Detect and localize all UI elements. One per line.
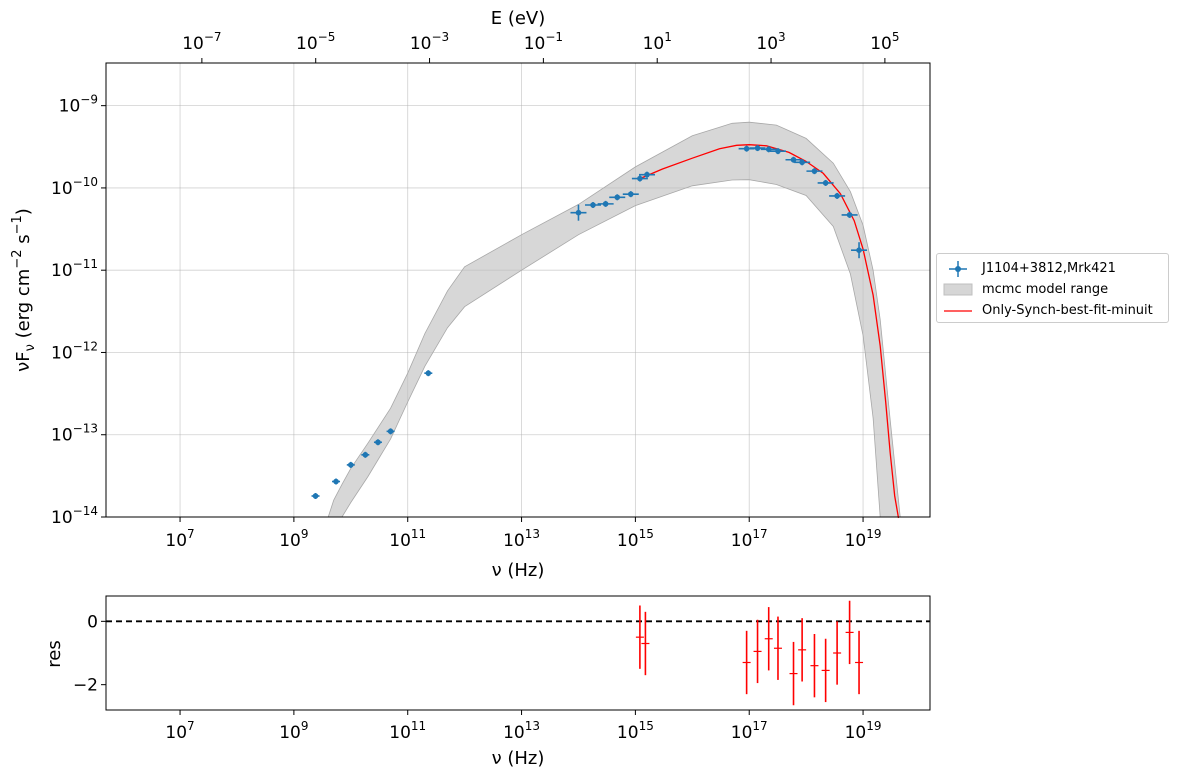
residual-plot-area	[106, 596, 930, 710]
y-tick-label: 10−11	[51, 257, 98, 281]
res-x-tick-label: 107	[165, 719, 194, 743]
data-point	[575, 209, 582, 216]
top-x-label: E (eV)	[491, 8, 546, 29]
data-point	[425, 370, 432, 376]
residual-panel: 107 109 1011 1013 1015 1017 1019 0 −2 ν (Hz) re…	[44, 595, 931, 769]
residual-frame	[105, 595, 931, 711]
legend-item-fit: Only-Synch-best-fit-minuit	[937, 302, 1168, 320]
data-points	[311, 145, 868, 499]
res-y-tick-label: −2	[73, 676, 98, 696]
band-swatch-icon	[943, 283, 973, 296]
line-swatch-icon	[944, 310, 972, 312]
top-tick-label: 10−5	[296, 30, 335, 54]
data-point	[856, 247, 862, 254]
res-x-tick-label: 1011	[389, 719, 426, 743]
data-point	[362, 452, 369, 458]
legend-item-data: J1104+3812,Mrk421	[937, 260, 1168, 278]
data-point	[822, 180, 829, 186]
data-point	[590, 202, 596, 208]
main-y-label: νFν​ (erg cm−2​ s−1​)	[10, 208, 38, 372]
main-plot-area	[106, 63, 930, 517]
legend-label-data: J1104+3812,Mrk421	[982, 261, 1116, 276]
res-x-tick-label: 1019	[845, 719, 882, 743]
y-tick-label: 10−12	[51, 339, 98, 363]
errorbar-marker-icon	[949, 261, 967, 277]
x-tick-label: 1015	[617, 527, 654, 551]
residual-y-label: res	[44, 640, 65, 667]
data-point	[644, 171, 650, 178]
y-tick-label: 10−13	[51, 422, 98, 446]
main-panel: 107 109 1011 1013 1015 1017 1019 10−1410−1310−…	[10, 8, 931, 581]
top-x-ticks: 10−7 10−5 10−3 10−1 101 103 105	[182, 30, 900, 63]
data-point	[333, 478, 339, 485]
residual-y-ticks: 0 −2	[73, 612, 106, 696]
residual-x-label: ν (Hz)	[492, 748, 545, 769]
data-point	[790, 156, 797, 163]
res-x-tick-label: 1013	[503, 719, 540, 743]
x-tick-label: 1013	[503, 527, 540, 551]
x-tick-label: 1011	[389, 527, 426, 551]
top-tick-label: 103	[756, 30, 785, 54]
fit-curve	[639, 144, 900, 519]
res-x-tick-label: 109	[279, 719, 308, 743]
data-point	[846, 212, 853, 218]
residual-x-ticks: 107 109 1011 1013 1015 1017 1019	[165, 710, 882, 743]
top-tick-label: 10−1	[524, 30, 563, 54]
top-tick-label: 105	[870, 30, 899, 54]
main-x-ticks: 107 109 1011 1013 1015 1017 1019	[165, 517, 882, 551]
data-point	[799, 159, 805, 166]
legend-label-fit: Only-Synch-best-fit-minuit	[982, 303, 1153, 318]
data-point	[775, 148, 781, 154]
x-tick-label: 107	[165, 527, 194, 551]
data-point	[811, 168, 818, 174]
y-tick-label: 10−9	[59, 93, 98, 117]
top-tick-label: 10−3	[410, 30, 449, 54]
main-frame	[105, 62, 931, 518]
res-y-tick-label: 0	[87, 612, 98, 632]
main-x-label: ν (Hz)	[492, 560, 545, 581]
data-point	[387, 428, 394, 435]
top-tick-label: 10−7	[182, 30, 221, 54]
data-point	[375, 439, 381, 446]
data-point	[743, 145, 750, 152]
res-x-tick-label: 1017	[731, 719, 768, 743]
y-tick-label: 10−14	[51, 504, 98, 528]
main-y-ticks: 10−14 10−13 10−12 10−11 10−10 10−9	[51, 93, 106, 528]
data-point	[312, 493, 319, 499]
residual-points	[635, 600, 864, 706]
x-tick-label: 1019	[845, 527, 882, 551]
data-point	[637, 175, 643, 182]
data-point	[614, 194, 621, 201]
data-point	[834, 193, 840, 199]
data-point	[348, 462, 354, 468]
data-point	[627, 191, 634, 197]
legend: J1104+3812,Mrk421 mcmc model range Only-…	[936, 253, 1169, 323]
top-tick-label: 101	[643, 30, 672, 54]
x-tick-label: 1017	[731, 527, 768, 551]
data-point	[602, 201, 609, 207]
legend-item-band: mcmc model range	[937, 281, 1168, 299]
fit-line	[639, 144, 900, 519]
res-x-tick-label: 1015	[617, 719, 654, 743]
data-point	[754, 145, 761, 151]
y-tick-label: 10−10	[51, 175, 98, 199]
x-tick-label: 109	[279, 527, 308, 551]
legend-label-band: mcmc model range	[982, 282, 1109, 297]
